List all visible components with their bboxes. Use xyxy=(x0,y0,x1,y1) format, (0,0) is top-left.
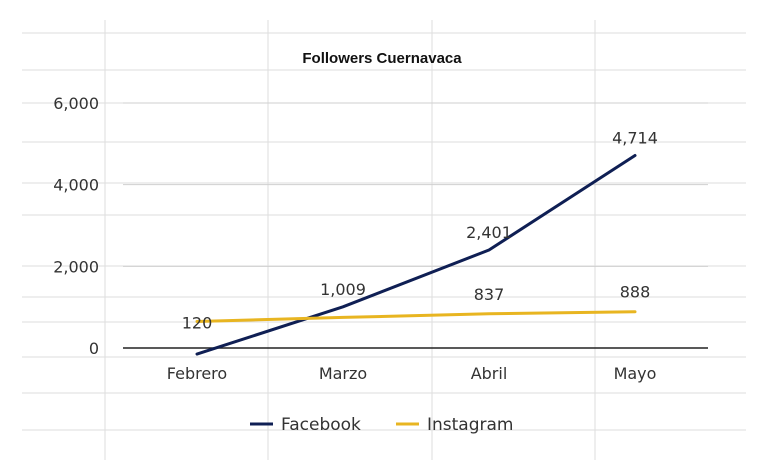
series-lines xyxy=(195,154,637,356)
legend-label-instagram: Instagram xyxy=(427,415,514,435)
y-tick-label: 2,000 xyxy=(53,257,99,276)
data-label-instagram: 888 xyxy=(620,283,651,302)
x-tick-label: Febrero xyxy=(167,364,227,383)
data-label-instagram: 120 xyxy=(182,313,213,332)
series-line-instagram xyxy=(195,310,637,323)
background-grid xyxy=(22,20,746,460)
x-axis-ticks: Febrero Marzo Abril Mayo xyxy=(167,364,657,383)
legend-label-facebook: Facebook xyxy=(281,415,361,435)
data-label-facebook: 4,714 xyxy=(612,129,658,148)
chart-title: Followers Cuernavaca xyxy=(302,50,462,67)
x-tick-label: Marzo xyxy=(319,364,367,383)
legend: Facebook Instagram xyxy=(250,415,514,435)
x-tick-label: Abril xyxy=(471,364,508,383)
plot-gridlines xyxy=(123,102,708,267)
data-label-facebook: 2,401 xyxy=(466,223,512,242)
y-tick-label: 6,000 xyxy=(53,94,99,113)
data-label-facebook: 1,009 xyxy=(320,280,366,299)
x-tick-label: Mayo xyxy=(614,364,657,383)
data-labels: 1,009 2,401 4,714 120 837 888 xyxy=(182,129,658,333)
y-tick-label: 0 xyxy=(89,339,99,358)
y-axis-ticks: 0 2,000 4,000 6,000 xyxy=(53,94,99,358)
y-tick-label: 4,000 xyxy=(53,176,99,195)
data-label-instagram: 837 xyxy=(474,285,505,304)
series-line-facebook xyxy=(195,154,637,356)
